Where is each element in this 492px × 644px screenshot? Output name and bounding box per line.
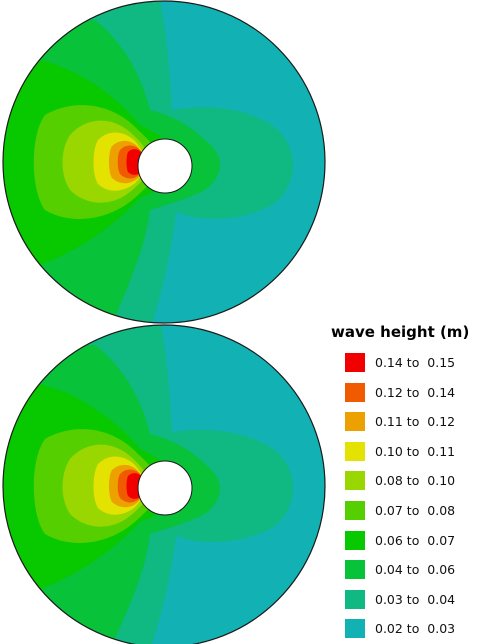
- obstacle-circle: [137, 138, 193, 194]
- legend-title: wave height (m): [331, 323, 470, 341]
- legend-label: 0.07 to 0.08: [375, 503, 456, 518]
- legend-swatch: [345, 471, 365, 491]
- contour-plots: [2, 0, 326, 644]
- legend-swatch: [345, 353, 365, 372]
- colorbar-legend: wave height (m) 0.14 to 0.15 0.12 to 0.14…: [331, 322, 491, 639]
- legend-label: 0.10 to 0.11: [375, 443, 456, 459]
- legend-label: 0.04 to 0.06: [375, 562, 456, 578]
- legend-label: 0.08 to 0.10: [375, 473, 456, 489]
- contour-panel-top: [2, 0, 326, 324]
- legend-label: 0.02 to 0.03: [375, 621, 456, 637]
- legend-label: 0.14 to 0.15: [375, 355, 456, 370]
- legend-swatch: [345, 589, 365, 609]
- legend-swatch: [345, 382, 365, 402]
- legend-label: 0.12 to 0.14: [375, 384, 456, 400]
- obstacle-circle: [137, 460, 193, 516]
- legend-swatch: [345, 619, 365, 639]
- legend-swatch: [345, 412, 365, 432]
- legend-label: 0.03 to 0.04: [375, 591, 456, 607]
- contour-panel-bottom: [2, 324, 326, 644]
- legend-swatch: [345, 441, 365, 461]
- legend-label: 0.06 to 0.07: [375, 532, 456, 548]
- legend-swatch: [345, 501, 365, 520]
- legend-swatch: [345, 530, 365, 550]
- legend-swatch: [345, 560, 365, 580]
- legend-label: 0.11 to 0.12: [375, 414, 456, 430]
